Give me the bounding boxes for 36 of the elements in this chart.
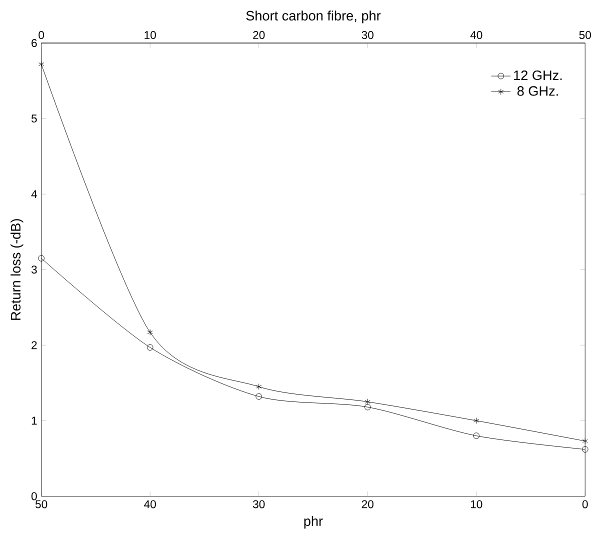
y-tick-label: 4: [31, 190, 37, 198]
x-tick-label: 0: [582, 500, 588, 508]
y-tick-label: 5: [31, 114, 37, 122]
point: [256, 393, 262, 400]
x2-tick-label: 40: [470, 30, 482, 39]
x-tick-label: 30: [252, 500, 265, 508]
y-axis-title: Return loss (-dB): [10, 218, 24, 320]
x2-axis-title: Short carbon fibre, phr: [246, 10, 381, 24]
point: [38, 254, 44, 262]
x2-tick-label: 20: [253, 30, 265, 39]
point: [147, 329, 153, 336]
x-tick-label: 20: [362, 500, 374, 508]
point: [364, 404, 371, 410]
x-tick-label: 50: [35, 500, 48, 508]
x2-tick-label: 10: [144, 30, 156, 39]
y-tick-label: 2: [32, 341, 37, 349]
x-tick-label: 40: [144, 500, 156, 508]
x-axis-title: phr: [304, 516, 323, 529]
x2-tick-label: 50: [579, 30, 591, 39]
point: [146, 344, 154, 350]
point: [474, 417, 480, 424]
y-tick-label: 1: [32, 416, 37, 424]
point: [38, 60, 44, 68]
legend-label: 8 GHz.: [517, 86, 558, 96]
point: [582, 438, 588, 444]
point: [473, 432, 480, 439]
legend-label: 12 GHz.: [514, 70, 562, 80]
x2-tick-label: 0: [38, 30, 44, 39]
y-tick-label: 0: [31, 492, 37, 500]
y-tick-label: 3: [31, 265, 37, 274]
point: [582, 446, 588, 452]
point: [256, 383, 262, 390]
x-tick-label: 10: [470, 500, 482, 508]
y-tick-label: 6: [32, 38, 37, 47]
x2-tick-label: 30: [362, 30, 374, 39]
point: [364, 398, 370, 405]
